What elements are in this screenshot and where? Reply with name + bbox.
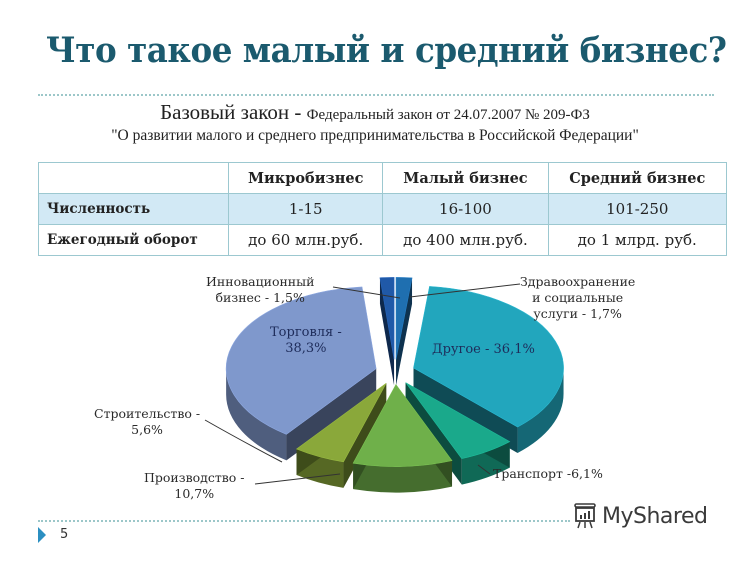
table-cell: 1-15 [227, 193, 384, 225]
law-heading-detail: Федеральный закон от 24.07.2007 № 209-ФЗ [306, 107, 590, 123]
label-health-line2: и социальные [532, 290, 624, 305]
slide-title: Что такое малый и средний бизнес? [46, 30, 727, 71]
label-trade-line1: Торговля - [270, 325, 342, 340]
label-innovation-line1: Инновационный [206, 274, 315, 289]
label-other: Другое - 36,1% [432, 342, 535, 357]
label-health-line1: Здравоохранение [520, 274, 636, 289]
law-title: "О развитии малого и среднего предприним… [111, 127, 639, 144]
table-row: Ежегодный оборот до 60 млн.руб. до 400 м… [38, 224, 727, 256]
label-transport: Транспорт -6,1% [493, 466, 603, 481]
watermark-text: MyShared [602, 503, 708, 529]
slide-arrow-icon [38, 527, 46, 543]
table-cell: до 400 млн.руб. [382, 224, 549, 256]
pie-slice [225, 286, 377, 461]
table-cell: 101-250 [547, 193, 727, 225]
table-row: Численность 1-15 16-100 101-250 [38, 193, 727, 225]
table-header-small: Малый бизнес [382, 162, 549, 194]
label-trade: Торговля - 38,3% [270, 325, 342, 357]
law-heading: Базовый закон - Федеральный закон от 24.… [0, 100, 750, 125]
label-health-line3: услуги - 1,7% [533, 306, 622, 321]
label-innovation: Инновационный бизнес - 1,5% [206, 274, 314, 306]
page-number: 5 [60, 527, 69, 542]
title-divider [38, 94, 714, 96]
pie-slice [395, 277, 413, 386]
leader-line-transport [477, 464, 491, 475]
row-label-headcount: Численность [38, 193, 229, 225]
label-production-line2: 10,7% [174, 486, 215, 501]
business-size-table: Микробизнес Малый бизнес Средний бизнес … [38, 162, 727, 256]
leader-line-health [409, 283, 521, 298]
label-construction: Строительство - 5,6% [94, 406, 200, 438]
presentation-board-icon [574, 503, 596, 529]
label-construction-line2: 5,6% [131, 422, 163, 437]
pie-slices [225, 277, 564, 493]
leader-lines [204, 283, 521, 485]
watermark-logo: MyShared [572, 502, 708, 530]
pie-slice [352, 384, 453, 493]
footer-divider [38, 520, 570, 522]
table-cell: 16-100 [382, 193, 549, 225]
table-header-micro: Микробизнес [227, 162, 384, 194]
pie-slice [379, 277, 395, 386]
leader-line-production [254, 473, 341, 485]
label-health: Здравоохранение и социальные услуги - 1,… [520, 274, 635, 322]
table-cell: до 60 млн.руб. [227, 224, 384, 256]
law-heading-bold: Базовый закон - [160, 100, 307, 124]
label-trade-line2: 38,3% [285, 341, 327, 356]
label-innovation-line2: бизнес - 1,5% [215, 290, 305, 305]
label-production-line1: Производство - [144, 470, 245, 485]
table-cell: до 1 млрд. руб. [547, 224, 727, 256]
leader-line-construction [204, 419, 283, 463]
label-construction-line1: Строительство - [94, 406, 201, 421]
label-production: Производство - 10,7% [144, 470, 245, 502]
leader-line-innovation [332, 286, 401, 299]
